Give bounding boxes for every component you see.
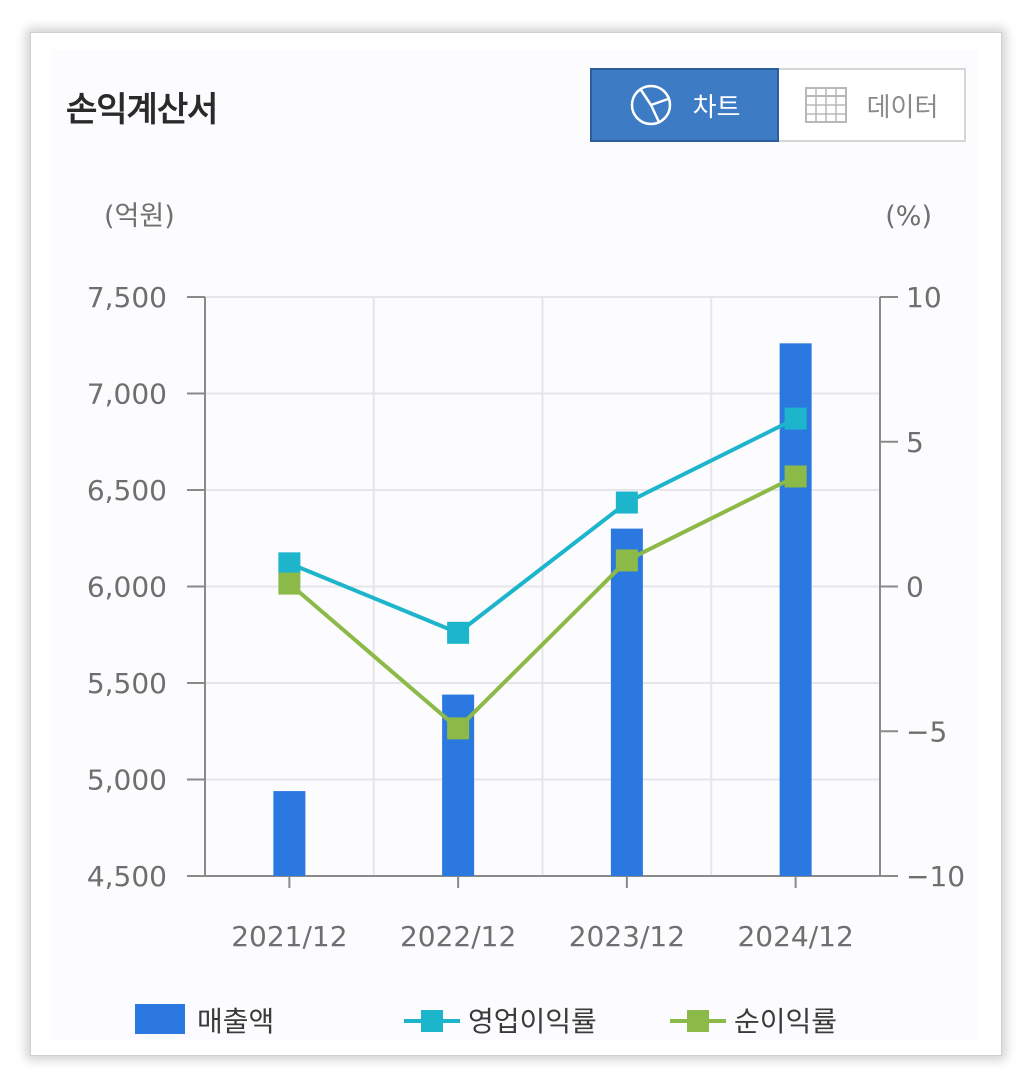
- right-axis-tick-label: 0: [906, 571, 924, 604]
- point-operating-margin: [615, 491, 638, 514]
- x-axis-tick-label: 2021/12: [231, 920, 347, 953]
- left-axis-tick-label: 6,000: [87, 571, 167, 604]
- table-grid-icon: [804, 87, 847, 123]
- bar-revenue: [273, 791, 306, 876]
- point-net-margin: [615, 549, 638, 572]
- left-axis-tick-label: 7,000: [87, 378, 167, 411]
- data-tab-button[interactable]: 데이터: [779, 70, 964, 140]
- point-net-margin: [278, 572, 301, 595]
- right-axis-tick-label: −10: [906, 860, 965, 893]
- left-axis-tick-label: 5,500: [87, 667, 167, 700]
- point-net-margin: [447, 717, 470, 740]
- page-title: 손익계산서: [66, 90, 218, 130]
- point-operating-margin: [784, 407, 807, 430]
- left-axis-tick-label: 7,500: [87, 281, 167, 314]
- x-axis-tick-label: 2023/12: [569, 920, 685, 953]
- chart-tab-button[interactable]: 차트: [590, 68, 779, 142]
- chart-tab-label: 차트: [692, 92, 741, 123]
- point-operating-margin: [278, 552, 301, 575]
- x-axis-tick-label: 2024/12: [737, 920, 853, 953]
- legend-swatch-marker: [687, 1010, 709, 1032]
- right-axis-tick-label: 5: [906, 426, 924, 459]
- legend-label: 영업이익률: [468, 1005, 597, 1038]
- line-operating-margin: [288, 416, 797, 636]
- legend-swatch-marker: [421, 1010, 443, 1032]
- data-tab-label: 데이터: [866, 92, 939, 123]
- left-axis-tick-label: 6,500: [87, 474, 167, 507]
- point-operating-margin: [447, 621, 470, 644]
- legend-label: 순이익률: [734, 1005, 837, 1038]
- bar-revenue: [779, 343, 812, 876]
- view-toggle: 차트 데이터: [590, 68, 966, 142]
- legend-swatch-bar: [135, 1004, 185, 1034]
- point-net-margin: [784, 465, 807, 488]
- right-axis-unit: (%): [885, 201, 932, 232]
- bar-revenue: [610, 528, 643, 876]
- left-axis-tick-label: 5,000: [87, 764, 167, 797]
- pie-chart-icon: [630, 84, 671, 126]
- line-net-margin: [288, 474, 797, 732]
- left-axis-tick-label: 4,500: [87, 860, 167, 893]
- right-axis-tick-label: 10: [906, 281, 942, 314]
- legend-label: 매출액: [197, 1005, 274, 1038]
- left-axis-unit: (억원): [104, 201, 175, 232]
- right-axis-tick-label: −5: [906, 715, 947, 748]
- x-axis-tick-label: 2022/12: [400, 920, 516, 953]
